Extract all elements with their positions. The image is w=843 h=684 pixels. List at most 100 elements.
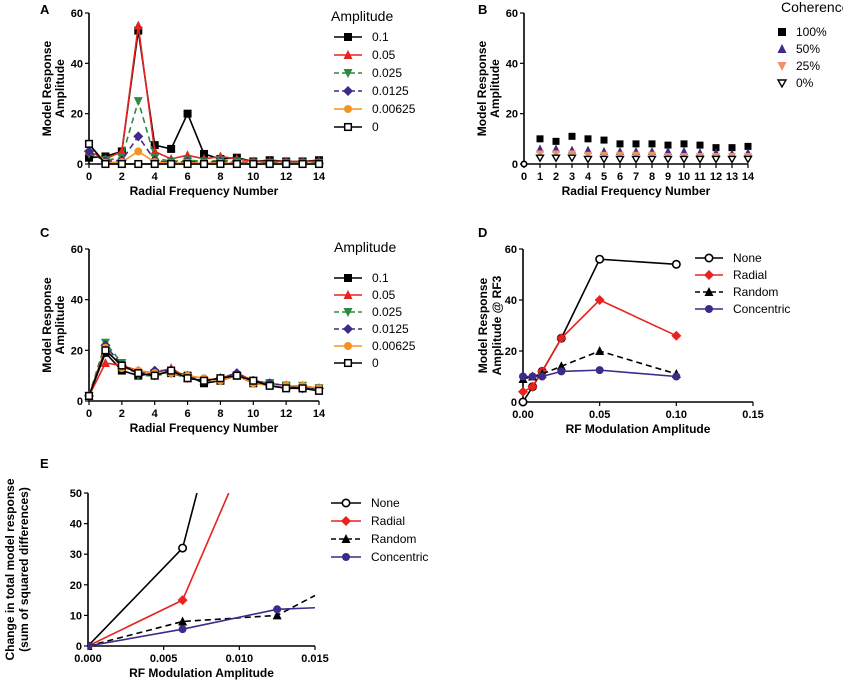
legend-marker: [342, 553, 350, 561]
data-point: [599, 155, 609, 164]
data-point: [314, 386, 324, 395]
panel-label: E: [40, 456, 49, 471]
series-line: [88, 606, 316, 647]
plot-area: [88, 493, 316, 650]
legend-marker: [705, 305, 713, 313]
legend-marker: [343, 290, 353, 299]
data-point: [298, 159, 307, 169]
legend-title: Amplitude: [334, 239, 396, 255]
legend-item: 100%: [778, 25, 827, 39]
legend-label: 0.05: [372, 288, 396, 302]
x-tick-label: 9: [665, 171, 671, 183]
data-point: [232, 371, 241, 380]
data-point: [298, 384, 307, 393]
x-axis-title: Radial Frequency Number: [562, 184, 711, 198]
data-point: [664, 141, 672, 149]
series-Concentric: [519, 366, 681, 381]
legend-item: 0%: [776, 76, 814, 90]
data-point: [616, 151, 624, 160]
panel-a: A 0 20 40 60 0 2 4 6 8 10 12 14 Radial Frequency Numb…: [40, 2, 416, 198]
legend-marker: [776, 79, 788, 89]
series-line: [522, 258, 677, 403]
legend-item: 50%: [777, 42, 820, 56]
panel-c: C 0 20 40 60 0 2 4 6 8 10 12 14 Radial Frequency Numb…: [40, 225, 416, 435]
legend-label: 0: [372, 120, 379, 134]
data-point: [232, 159, 241, 169]
legend-label: Random: [733, 285, 778, 299]
data-point: [177, 595, 188, 606]
x-tick-label: 2: [119, 408, 125, 420]
x-tick-label: 6: [617, 171, 623, 183]
data-point: [696, 141, 704, 149]
data-point: [556, 361, 566, 371]
data-point: [527, 381, 538, 392]
panel-label: D: [478, 225, 487, 240]
x-tick-label: 11: [694, 171, 706, 183]
legend-marker: [704, 270, 714, 280]
legend-label: 100%: [796, 25, 827, 39]
y-tick-label: 0: [77, 159, 83, 171]
x-tick-label: 0.05: [589, 409, 610, 421]
legend: Amplitude 0.1 0.05 0.025 0.0125 0.00625 0: [334, 239, 416, 370]
y-tick-label: 20: [71, 345, 83, 357]
legend-item: None: [331, 496, 400, 510]
data-point: [150, 159, 159, 169]
data-point: [556, 333, 567, 344]
legend-marker: [343, 69, 353, 78]
legend-marker: [344, 274, 352, 282]
y-tick-label: 20: [70, 580, 82, 592]
legend-item: 0.05: [334, 288, 396, 302]
legend-item: Concentric: [695, 302, 790, 316]
x-tick-label: 4: [585, 171, 592, 183]
data-point: [536, 150, 544, 159]
x-tick-label: 0.10: [666, 409, 687, 421]
data-point: [101, 346, 110, 355]
data-point: [600, 151, 608, 160]
data-point: [314, 159, 324, 169]
data-point: [88, 642, 92, 650]
data-point: [695, 155, 705, 164]
data-point: [712, 144, 720, 152]
data-point: [632, 140, 640, 148]
legend-marker: [343, 50, 353, 59]
x-tick-label: 2: [553, 171, 559, 183]
series-line: [522, 299, 677, 393]
data-point: [672, 372, 681, 381]
data-point: [528, 372, 537, 381]
series-Radial: [518, 295, 682, 397]
data-point: [183, 159, 192, 169]
legend-item: 0.00625: [334, 102, 416, 116]
legend-marker: [343, 308, 353, 317]
data-point: [680, 146, 688, 155]
x-tick-label: 2: [119, 171, 125, 183]
data-point: [595, 366, 604, 375]
legend-title: Coherence: [781, 0, 843, 15]
x-tick-label: 4: [152, 408, 159, 420]
x-axis-title: RF Modulation Amplitude: [129, 666, 274, 680]
legend-label: 0.05: [372, 48, 396, 62]
y-tick-label: 20: [505, 346, 517, 358]
data-point: [583, 155, 593, 164]
x-tick-label: 7: [633, 171, 639, 183]
y-tick-label: 40: [70, 519, 82, 531]
legend-item: 0.0125: [334, 322, 409, 336]
legend-label: 0.1: [372, 30, 389, 44]
panel-label: B: [478, 2, 487, 17]
legend-label: 0: [372, 356, 379, 370]
series-01: [85, 26, 323, 166]
data-point: [671, 330, 682, 341]
legend-item: 0.025: [334, 66, 402, 80]
data-point: [199, 159, 209, 169]
y-tick-label: 60: [505, 244, 517, 256]
legend-item: Random: [695, 285, 778, 299]
data-point: [84, 139, 94, 148]
legend-item: 0.1: [334, 271, 389, 285]
x-tick-label: 3: [569, 171, 575, 183]
data-point: [84, 391, 94, 400]
x-tick-label: 0.015: [301, 653, 329, 665]
legend-item: 0: [334, 120, 379, 134]
x-tick-label: 0.00: [512, 409, 533, 421]
series-0: [84, 346, 324, 400]
